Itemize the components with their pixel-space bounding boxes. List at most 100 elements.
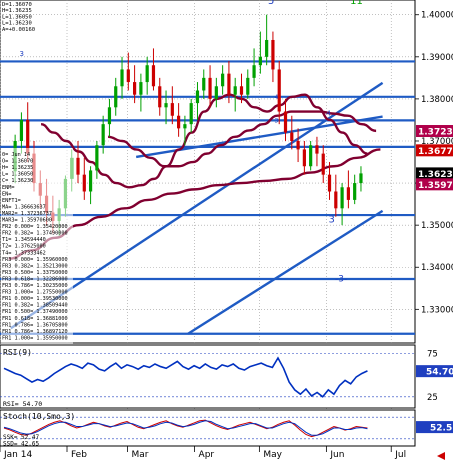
wave-label: 3 <box>19 50 23 58</box>
indicator-line: FR1 0.382= 1.38509440 <box>2 303 68 309</box>
rsi-tick-labels: 75 25 <box>427 350 438 403</box>
candle-body <box>177 115 181 129</box>
month-label: Jan 14 <box>3 450 32 460</box>
candle-body <box>202 77 206 91</box>
candle-body <box>353 183 357 200</box>
indicator-line: FR3 0.786= 1.30235000 <box>2 283 68 289</box>
indicator-line: FR1 0.786= 1.36705800 <box>2 322 68 328</box>
support-resistance-levels <box>0 60 415 335</box>
wave-label: 3 <box>329 215 335 226</box>
candle-body <box>101 124 105 146</box>
stoch-title: Stoch(10,Smo,3) <box>3 412 75 421</box>
candle-body <box>120 69 124 87</box>
candle-body <box>151 65 156 87</box>
stoch-footer-line: SSK= 52.47 <box>3 434 40 441</box>
price-axis: 1.400001.390001.380001.370001.360001.350… <box>415 11 453 315</box>
indicator-line: 0= Jun 14 <box>2 152 30 158</box>
price-tick-label: 1.34000 <box>421 263 453 273</box>
wave-label: 5 <box>268 0 274 7</box>
header-line: A=+0.00160 <box>2 27 35 33</box>
indicator-line: FR3 0.000= 1.35960000 <box>2 257 68 263</box>
header-line: H=1.36235 <box>2 8 32 14</box>
wave-labels: 5 11 3 4 3 -3- 4 3 <box>19 0 362 285</box>
price-tick-label: 1.39000 <box>421 53 453 63</box>
stoch-footer-line: SSD= 42.65 <box>3 441 40 448</box>
candle-body <box>76 157 80 175</box>
price-tick-label: 1.37000 <box>421 137 453 147</box>
price-tick-label: 1.33000 <box>421 305 453 315</box>
candle-body <box>327 174 332 192</box>
candle-body <box>208 77 212 99</box>
candle-body <box>334 191 338 209</box>
candle-body <box>88 170 93 192</box>
wave-label: 4 <box>275 94 279 101</box>
candle-body <box>26 119 30 154</box>
rsi-tick-label: 25 <box>427 393 438 403</box>
candle-body <box>315 145 319 154</box>
stoch-value-flag: 52.5 <box>416 421 453 434</box>
indicator-line: T4= 1.37333462 <box>2 250 46 256</box>
rsi-tick-label: 75 <box>427 350 438 360</box>
candle-body <box>290 132 294 141</box>
price-flag <box>416 144 453 157</box>
price-flags: 1.37237 1.36778 1.362301.35970 <box>416 125 453 191</box>
wave-label: 11 <box>350 0 363 7</box>
header-line: L=1.36230 <box>2 21 32 27</box>
candle-body <box>283 111 288 133</box>
indicator-line: FR3 0.500= 1.33750000 <box>2 270 68 276</box>
price-flag-label: 1.37237 <box>418 128 453 138</box>
wave-label: 4 <box>326 110 331 118</box>
indicator-line: EN= <box>2 191 11 197</box>
indicator-line: MAR2= 1.37236737 <box>2 211 52 217</box>
price-flag <box>416 167 453 180</box>
price-tick-label: 1.38000 <box>421 95 453 105</box>
stoch-ssd-line <box>3 420 368 436</box>
month-label: Jun <box>329 450 344 460</box>
candle-body <box>252 65 256 78</box>
indicator-line: ENM= <box>2 185 15 191</box>
month-label: Apr <box>199 450 215 460</box>
indicator-line: ENFT1= <box>2 198 21 204</box>
moving-average-mar2 <box>108 110 377 168</box>
rsi-value-flag: 54.70 <box>416 365 453 378</box>
candle-body <box>277 69 281 112</box>
candle-body <box>246 77 250 95</box>
indicator-line: FR2 0.000= 1.35420000 <box>2 224 68 230</box>
month-label: May <box>263 450 282 460</box>
candle-body <box>95 145 99 171</box>
indicator-line: T1= 1.34594440 <box>2 237 46 243</box>
indicator-line: FR1 0.500= 1.37490000 <box>2 309 68 315</box>
indicator-line: MAR3= 1.35970600 <box>2 218 52 224</box>
price-flag <box>416 125 453 138</box>
candle-body <box>340 187 344 209</box>
indicator-line: FR1 1.000= 1.35950000 <box>2 335 68 341</box>
indicator-line: FR3 1.000= 1.27550000 <box>2 290 68 296</box>
month-labels: Jan 14 Feb Mar Apr May Jun Jul <box>0 446 406 460</box>
scroll-arrow-icon[interactable] <box>437 452 445 460</box>
indicator-line: FR2 0.382= 1.37490000 <box>2 231 68 237</box>
rsi-flag <box>416 365 453 378</box>
candle-body <box>227 73 231 95</box>
candle-body <box>265 39 269 57</box>
indicator-line: L= 1.36050 <box>2 172 33 178</box>
header-line: D=1.36070 <box>2 2 32 8</box>
indicator-readout-bg <box>1 148 73 345</box>
candle-body <box>126 69 130 83</box>
rsi-flag-label: 54.70 <box>426 368 453 378</box>
trendline <box>187 209 384 335</box>
candle-body <box>309 145 313 167</box>
price-flag-label: 1.36230 <box>418 170 453 180</box>
indicator-line: FR1 0.000= 1.39530000 <box>2 296 68 302</box>
rsi-title: RSI(9) <box>3 348 32 357</box>
candle-body <box>195 90 200 104</box>
month-label: Jul <box>394 450 406 460</box>
price-flag-label: 1.36778 <box>418 147 453 157</box>
indicator-line: FR1 0.786= 1.36897120 <box>2 329 68 335</box>
stoch-panel-frame <box>0 409 416 447</box>
indicator-line: MA= 1.36663637 <box>2 204 46 210</box>
indicator-line: FR3 0.618= 1.32286000 <box>2 276 68 282</box>
candle-body <box>321 153 325 175</box>
